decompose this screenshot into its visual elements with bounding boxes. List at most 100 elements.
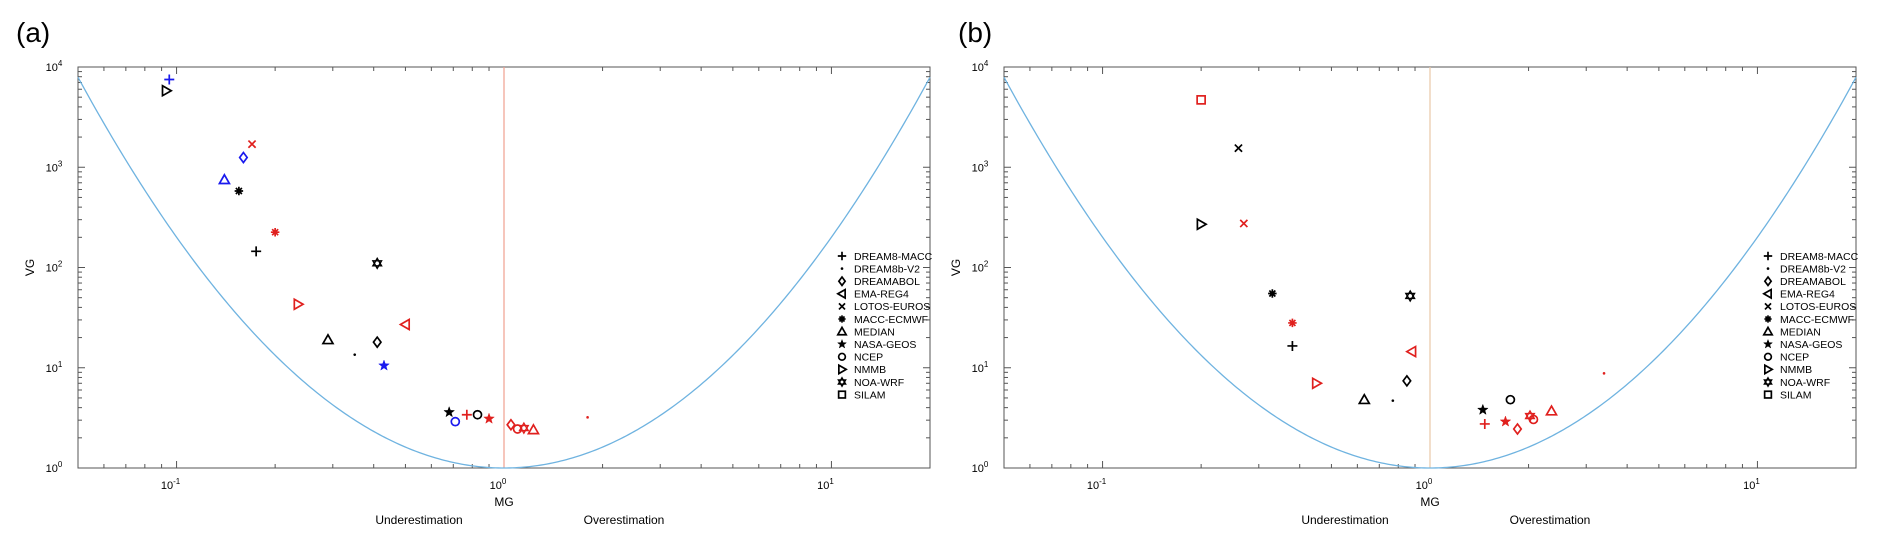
y-tick-label-exponent: 0 [984, 460, 989, 469]
point-lotos-euros [247, 139, 257, 149]
x-axis-ticks [1003, 67, 1857, 468]
legend-marker-triangle-left [836, 288, 847, 300]
x-tick-label-exponent: -1 [173, 477, 181, 486]
x-axis-title: MG [494, 495, 513, 509]
legend-marker-triangle-left [1762, 288, 1773, 300]
x-tick-label: 101 [1743, 477, 1760, 492]
point-ncep [1528, 414, 1539, 425]
underestimation-label: Underestimation [1301, 513, 1388, 527]
y-tick-label-exponent: 2 [58, 260, 63, 269]
legend-marker-hexagram-b [837, 379, 847, 388]
point-dreamabol [1402, 374, 1412, 388]
legend-label: LOTOS-EUROS [1780, 301, 1856, 313]
legend-label: NCEP [1780, 352, 1809, 364]
legend-label: NASA-GEOS [1780, 339, 1842, 351]
point-nmmb [293, 297, 305, 311]
chart-panel-a: (a)10-1 100 101100101102103104MGVGUnderest… [16, 17, 933, 527]
point-dream8b-v2 [586, 416, 589, 419]
legend-marker-triangle-up [1762, 325, 1774, 336]
legend-label: SILAM [1780, 389, 1812, 401]
legend-label: EMA-REG4 [1780, 289, 1835, 301]
point-dream8-macc [1287, 340, 1298, 351]
legend-marker-asterisk-core [1766, 317, 1770, 321]
point-noa-wrf-b [371, 260, 383, 270]
legend-label: NOA-WRF [854, 377, 904, 389]
point-nasa-geos [443, 405, 456, 418]
legend-marker-hexagram-b [1763, 379, 1773, 388]
legend-label: NASA-GEOS [854, 339, 916, 351]
underestimation-label: Underestimation [375, 513, 462, 527]
point-noa-wrf [1404, 289, 1416, 300]
x-tick-label: 10-1 [161, 477, 181, 492]
x-tick-label-exponent: 0 [502, 477, 507, 486]
legend-marker-square [1763, 390, 1773, 399]
y-axis-title: VG [23, 259, 37, 276]
legend-label: MACC-ECMWF [1780, 314, 1854, 326]
legend-marker-triangle-up [836, 325, 848, 336]
y-tick-label: 100 [972, 460, 989, 475]
legend-label: MEDIAN [854, 326, 895, 338]
legend-marker-triangle-right [837, 363, 848, 376]
vg-mg-curve [1003, 76, 1857, 469]
legend-label: NOA-WRF [1780, 377, 1830, 389]
y-tick-label-exponent: 0 [58, 460, 63, 469]
x-tick-label-exponent: 1 [1755, 477, 1760, 486]
point-noa-wrf-b [518, 424, 530, 435]
y-tick-label-exponent: 3 [58, 159, 63, 168]
point-median [1545, 404, 1558, 416]
point-ncep [1505, 394, 1516, 405]
point-median [1357, 392, 1371, 405]
point-dreamabol [506, 418, 516, 432]
point-median [217, 173, 231, 185]
y-axis-title: VG [949, 259, 963, 276]
point-median [321, 333, 335, 345]
point-lotos-euros [1234, 143, 1243, 153]
point-nasa-geos [483, 412, 495, 424]
legend-label: DREAM8b-V2 [854, 263, 920, 275]
legend-label: NMMB [1780, 364, 1812, 376]
chart-panel-b: (b)10-1 100 101100101102103104MGVGUnderest… [949, 17, 1859, 527]
legend-marker-hexagram [837, 376, 847, 385]
point-macc-ecmwf-core [236, 188, 242, 194]
legend: DREAM8-MACCDREAM8b-V2DREAMABOLEMA-REG4LO… [1762, 251, 1859, 401]
y-tick-label: 101 [972, 360, 989, 375]
legend-label: MEDIAN [1780, 326, 1821, 338]
y-tick-label-exponent: 4 [984, 59, 989, 68]
legend-label: NMMB [854, 364, 886, 376]
y-tick-label-exponent: 1 [984, 360, 989, 369]
point-macc-ecmwf-core [1270, 291, 1275, 296]
point-ncep [450, 416, 461, 427]
data-points [1196, 95, 1606, 436]
legend: DREAM8-MACCDREAM8b-V2DREAMABOLEMA-REG4LO… [836, 251, 933, 401]
legend-label: MACC-ECMWF [854, 314, 928, 326]
y-tick-label-exponent: 1 [58, 360, 63, 369]
point-ncep [472, 409, 483, 420]
point-noa-wrf-b [1404, 292, 1416, 303]
point-dreamabol [238, 151, 249, 164]
point-noa-wrf-b [1524, 412, 1536, 423]
point-dream8b-v2 [1602, 372, 1606, 375]
legend-marker-circle [837, 352, 847, 362]
x-tick-label: 100 [1416, 477, 1433, 492]
point-macc-ecmwf-core [272, 229, 278, 235]
y-axis-ticks [1004, 66, 1856, 469]
legend-marker-square [837, 390, 847, 399]
y-tick-label: 101 [46, 360, 63, 375]
point-lotos-euros [1239, 219, 1249, 228]
x-axis-ticks [77, 67, 931, 468]
vg-mg-curve [77, 76, 931, 469]
panel-label: (a) [16, 17, 50, 48]
point-nasa-geos [378, 359, 390, 371]
legend-marker-x [1764, 302, 1772, 311]
point-dream8-macc [461, 409, 472, 420]
y-tick-label: 103 [46, 159, 63, 174]
y-tick-label-exponent: 3 [984, 159, 989, 168]
x-tick-label-exponent: 0 [1428, 477, 1433, 486]
legend-marker-diamond [1763, 275, 1773, 287]
point-nasa-geos [1476, 403, 1489, 415]
point-dream8b-v2 [1391, 399, 1395, 402]
legend-label: DREAM8b-V2 [1780, 263, 1846, 275]
legend-marker-plus [837, 251, 847, 261]
legend-label: LOTOS-EUROS [854, 301, 930, 313]
